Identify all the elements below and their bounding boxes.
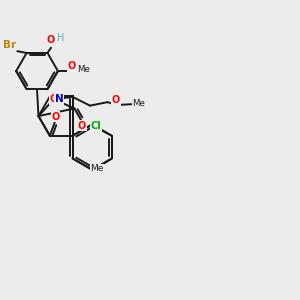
Text: Me: Me	[77, 65, 90, 74]
Text: O: O	[68, 61, 76, 71]
Text: O: O	[112, 95, 120, 105]
Text: N: N	[55, 94, 63, 104]
Text: Me: Me	[132, 98, 145, 107]
Text: O: O	[49, 94, 58, 104]
Text: O: O	[52, 112, 60, 122]
Text: Br: Br	[3, 40, 16, 50]
Text: H: H	[57, 33, 64, 43]
Text: O: O	[78, 121, 86, 131]
Text: O: O	[46, 34, 55, 45]
Text: Cl: Cl	[91, 122, 101, 131]
Text: Me: Me	[90, 164, 104, 173]
